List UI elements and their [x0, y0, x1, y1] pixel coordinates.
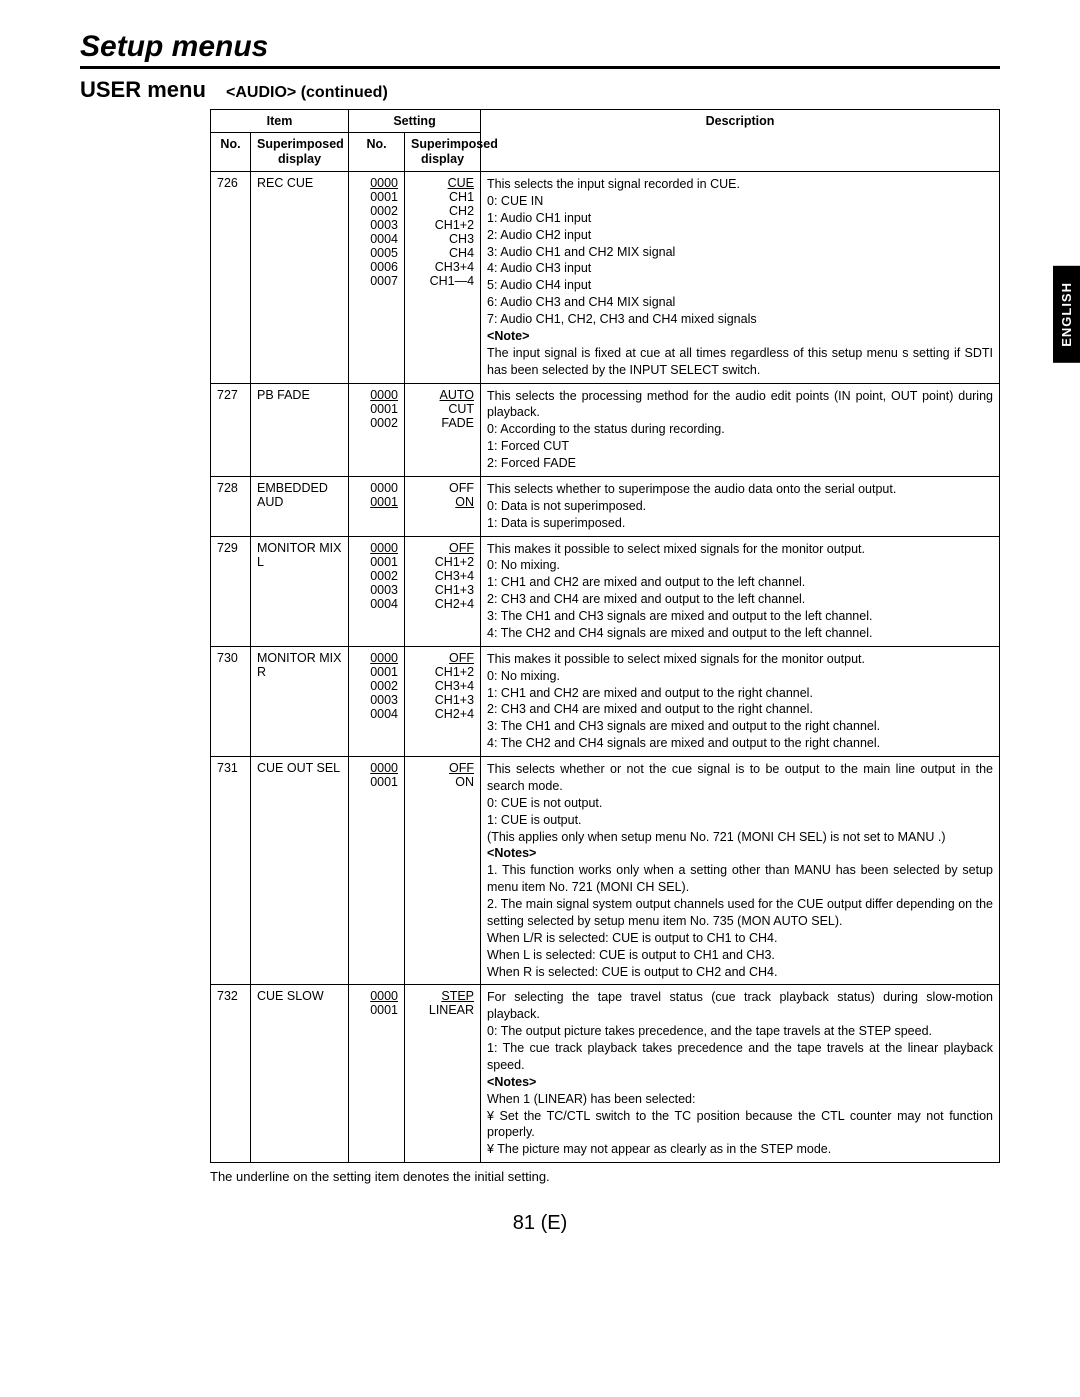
- cell-no: 728: [211, 476, 251, 536]
- cell-description: This selects whether to superimpose the …: [481, 476, 1000, 536]
- cell-setting-no: 00000001: [349, 985, 405, 1163]
- cell-item: CUE OUT SEL: [251, 757, 349, 985]
- table-row: 728EMBEDDED AUD00000001OFFONThis selects…: [211, 476, 1000, 536]
- cell-no: 729: [211, 536, 251, 646]
- cell-item: EMBEDDED AUD: [251, 476, 349, 536]
- col-header-setting-superimposed: Superimposed display: [405, 133, 481, 172]
- cell-description: For selecting the tape travel status (cu…: [481, 985, 1000, 1163]
- cell-setting-disp: OFFCH1+2CH3+4CH1+3CH2+4: [405, 536, 481, 646]
- cell-no: 732: [211, 985, 251, 1163]
- cell-setting-disp: OFFON: [405, 757, 481, 985]
- language-tab: ENGLISH: [1053, 266, 1080, 363]
- table-row: 726REC CUE000000010002000300040005000600…: [211, 172, 1000, 384]
- cell-description: This selects whether or not the cue sign…: [481, 757, 1000, 985]
- cell-setting-disp: OFFCH1+2CH3+4CH1+3CH2+4: [405, 646, 481, 756]
- col-header-superimposed: Superimposed display: [251, 133, 349, 172]
- table-body: 726REC CUE000000010002000300040005000600…: [211, 172, 1000, 1163]
- cell-setting-no: 00000001000200030004000500060007: [349, 172, 405, 384]
- col-header-setting: Setting: [349, 110, 481, 133]
- table-row: 729MONITOR MIX L00000001000200030004OFFC…: [211, 536, 1000, 646]
- cell-setting-no: 00000001: [349, 757, 405, 985]
- col-header-setting-no: No.: [349, 133, 405, 172]
- cell-item: PB FADE: [251, 383, 349, 476]
- table-row: 727PB FADE000000010002AUTOCUTFADEThis se…: [211, 383, 1000, 476]
- cell-item: MONITOR MIX L: [251, 536, 349, 646]
- footnote: The underline on the setting item denote…: [210, 1169, 1000, 1184]
- col-header-item: Item: [211, 110, 349, 133]
- cell-setting-no: 00000001: [349, 476, 405, 536]
- cell-setting-no: 000000010002: [349, 383, 405, 476]
- table-row: 730MONITOR MIX R00000001000200030004OFFC…: [211, 646, 1000, 756]
- cell-item: REC CUE: [251, 172, 349, 384]
- cell-setting-no: 00000001000200030004: [349, 646, 405, 756]
- cell-no: 731: [211, 757, 251, 985]
- page-number: 81 (E): [80, 1212, 1000, 1235]
- table-row: 732CUE SLOW00000001STEPLINEARFor selecti…: [211, 985, 1000, 1163]
- cell-item: CUE SLOW: [251, 985, 349, 1163]
- page-title: Setup menus: [80, 30, 1000, 69]
- cell-no: 726: [211, 172, 251, 384]
- table-row: 731CUE OUT SEL00000001OFFONThis selects …: [211, 757, 1000, 985]
- cell-description: This makes it possible to select mixed s…: [481, 646, 1000, 756]
- cell-setting-disp: CUECH1CH2CH1+2CH3CH4CH3+4CH1—4: [405, 172, 481, 384]
- section-user-menu: USER menu: [80, 77, 210, 103]
- cell-setting-disp: OFFON: [405, 476, 481, 536]
- section-audio: <AUDIO> (continued): [226, 84, 388, 102]
- cell-no: 727: [211, 383, 251, 476]
- col-header-description: Description: [481, 110, 1000, 172]
- col-header-no: No.: [211, 133, 251, 172]
- cell-setting-disp: STEPLINEAR: [405, 985, 481, 1163]
- cell-setting-disp: AUTOCUTFADE: [405, 383, 481, 476]
- cell-description: This selects the processing method for t…: [481, 383, 1000, 476]
- cell-setting-no: 00000001000200030004: [349, 536, 405, 646]
- cell-no: 730: [211, 646, 251, 756]
- cell-description: This makes it possible to select mixed s…: [481, 536, 1000, 646]
- cell-description: This selects the input signal recorded i…: [481, 172, 1000, 384]
- cell-item: MONITOR MIX R: [251, 646, 349, 756]
- settings-table: Item Setting Description No. Superimpose…: [210, 109, 1000, 1163]
